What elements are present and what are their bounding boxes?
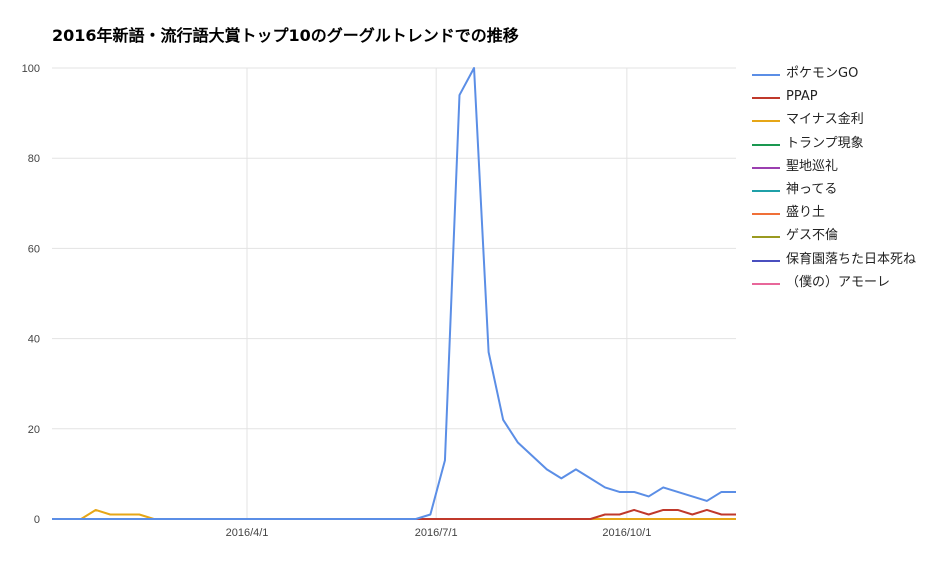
legend-label: トランプ現象 (786, 135, 864, 151)
legend-label: PPAP (786, 89, 818, 105)
legend-swatch (752, 259, 780, 262)
y-tick-label: 80 (28, 153, 40, 165)
legend-label: 盛り土 (786, 205, 826, 221)
y-tick-label: 60 (28, 243, 40, 255)
legend-item: 盛り土 (752, 205, 932, 228)
x-tick-label: 2016/10/1 (602, 527, 651, 539)
chart-title: 2016年新語・流行語大賞トップ10のグーグルトレンドでの推移 (52, 26, 519, 45)
axis-layer: 0 20 40 60 80 100 2016/4/1 2016/7/1 2016/10/1 (22, 63, 652, 539)
legend-label: 保育園落ちた日本死ね (786, 251, 917, 267)
legend-swatch (752, 74, 780, 76)
series-line (52, 508, 736, 520)
legend-item: 聖地巡礼 (752, 159, 932, 182)
legend-item: トランプ現象 (752, 136, 932, 159)
legend-item: ゲス不倫 (752, 228, 932, 251)
legend-label: （僕の）アモーレ (786, 274, 891, 290)
legend-swatch (752, 236, 780, 239)
legend: ポケモンGO PPAP マイナス金利 トランプ現象 聖地巡礼神ってる盛り土ゲス不倫保育園… (752, 66, 932, 298)
legend-label: 聖地巡礼 (786, 158, 839, 174)
legend-swatch (752, 282, 780, 285)
legend-swatch (752, 97, 780, 100)
series-layer (52, 67, 736, 520)
legend-swatch (752, 120, 780, 123)
y-tick-label: 100 (22, 63, 40, 75)
legend-item: （僕の）アモーレ (752, 275, 932, 298)
y-tick-label: 0 (34, 514, 40, 526)
x-tick-label: 2016/7/1 (415, 527, 458, 539)
legend-label: 神ってる (786, 181, 838, 197)
legend-item: 神ってる (752, 182, 932, 205)
legend-swatch (752, 213, 780, 216)
legend-item: マイナス金利 (752, 112, 932, 135)
grid-layer (52, 67, 736, 520)
legend-item: PPAP (752, 89, 932, 112)
legend-label: ゲス不倫 (786, 228, 839, 244)
legend-label: ポケモンGO (786, 66, 859, 81)
x-tick-label: 2016/4/1 (226, 527, 269, 539)
series-line (52, 67, 736, 520)
legend-swatch (752, 166, 780, 169)
legend-swatch (752, 143, 780, 146)
y-tick-label: 40 (28, 334, 40, 346)
legend-item: ポケモンGO (752, 66, 932, 89)
series-line (52, 508, 736, 520)
legend-swatch (752, 189, 780, 192)
legend-label: マイナス金利 (786, 112, 864, 128)
legend-item: 保育園落ちた日本死ね (752, 252, 932, 275)
y-tick-label: 20 (28, 424, 40, 436)
